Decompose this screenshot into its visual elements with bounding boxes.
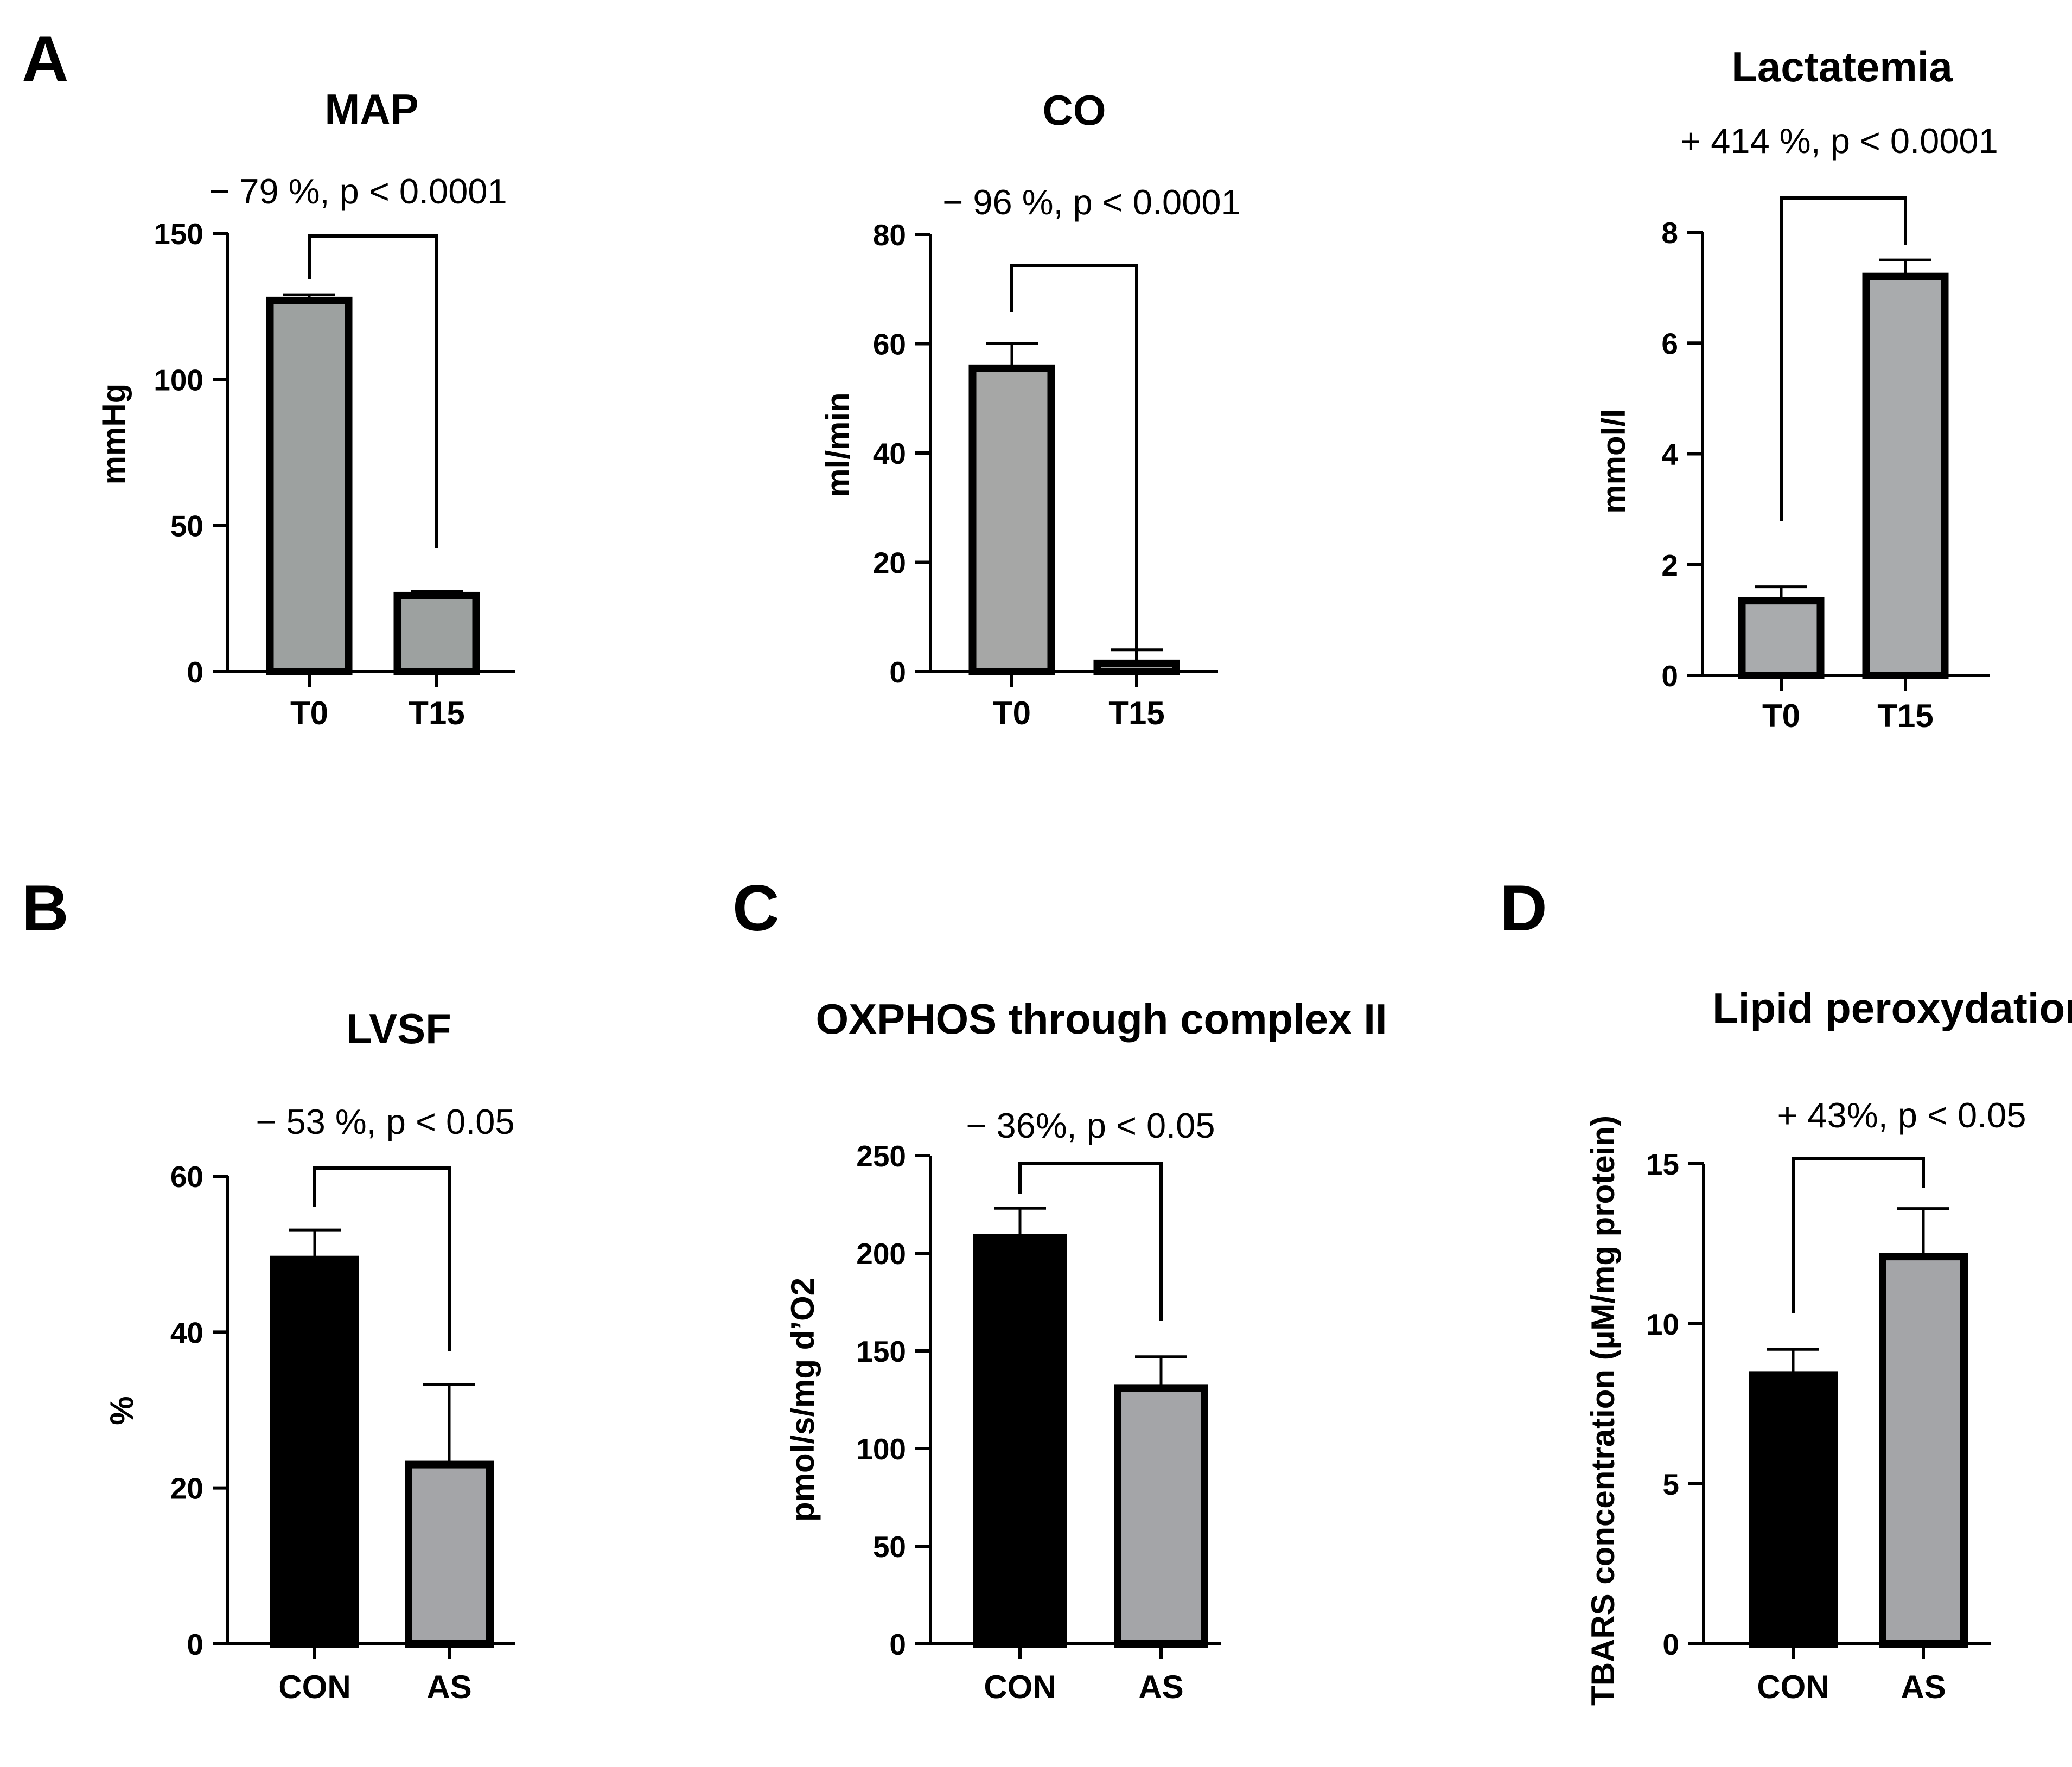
chart-2-category-label-0: T0 [993,695,1031,731]
chart-6-bar-con [1749,1371,1838,1648]
chart-1-bar-t15 [393,591,480,675]
panel-letter-a: A [22,23,69,95]
chart-1-ytick-label-1: 50 [170,509,203,543]
chart-1-annotation: − 79 %, p < 0.0001 [209,171,507,211]
chart-5-annotation: − 36%, p < 0.05 [966,1106,1215,1145]
chart-3-bar-t15 [1862,272,1949,679]
chart-3-category-label-0: T0 [1762,698,1800,734]
chart-4-ytick-label-1: 20 [170,1472,203,1506]
chart-6-ytick-label-1: 5 [1662,1468,1679,1501]
chart-2-significance-bracket [1010,264,1138,662]
chart-6-annotation: + 43%, p < 0.05 [1777,1095,2026,1135]
chart-1-category-label-1: T15 [409,695,464,731]
chart-5-ytick-label-3: 150 [856,1335,906,1368]
chart-4-ytick-label-2: 40 [170,1316,203,1349]
chart-1-ylabel: mmHg [95,384,132,485]
chart-4-annotation: − 53 %, p < 0.05 [256,1102,514,1141]
chart-6-ytick-label-3: 15 [1646,1147,1679,1181]
chart-5-ytick-label-1: 50 [873,1530,906,1564]
chart-2-category-label-1: T15 [1108,695,1164,731]
chart-3-ytick-label-3: 6 [1661,327,1678,360]
chart-6-category-label-0: CON [1757,1669,1829,1705]
chart-2-ytick-label-0: 0 [889,655,906,689]
chart-4-ylabel: % [104,1396,140,1425]
chart-3-ytick-label-0: 0 [1661,659,1678,693]
chart-3-bar-t0 [1738,597,1825,679]
chart-1-significance-bracket [308,234,438,548]
panel-letter-d: D [1500,872,1547,945]
chart-2-bar-t15 [1093,659,1180,675]
chart-4-ytick-label-3: 60 [170,1160,203,1194]
chart-6-ytick-label-2: 10 [1646,1307,1679,1341]
panel-letter-c: C [732,872,780,945]
chart-4-category-label-0: CON [278,1669,350,1705]
chart-5-ytick-label-5: 250 [856,1139,906,1173]
chart-5-ytick-label-4: 200 [856,1237,906,1271]
chart-1-title: MAP [324,85,418,133]
chart-4-bar-con [270,1255,359,1648]
chart-6-category-label-1: AS [1901,1669,1946,1705]
chart-4-title: LVSF [346,1005,451,1052]
panel-letter-b: B [22,872,69,945]
chart-6-ytick-label-0: 0 [1662,1628,1679,1661]
chart-5-ytick-label-2: 100 [856,1432,906,1466]
chart-6-title: Lipid peroxydation [1712,984,2072,1032]
chart-4-ytick-label-0: 0 [187,1628,203,1661]
chart-3-annotation: + 414 %, p < 0.0001 [1680,121,1998,161]
chart-5-significance-bracket [1018,1162,1163,1321]
chart-4-bar-as [405,1460,494,1648]
chart-6-significance-bracket [1792,1157,1925,1313]
chart-2-ylabel: ml/min [820,392,856,497]
chart-2-annotation: − 96 %, p < 0.0001 [942,182,1240,222]
chart-1-ytick-label-3: 150 [154,217,203,251]
chart-1-bar-t0 [266,296,353,675]
chart-5-ytick-label-0: 0 [889,1628,906,1661]
chart-6-bar-as [1879,1253,1968,1648]
chart-5-bar-con [973,1234,1067,1648]
chart-2-ytick-label-2: 40 [873,437,906,470]
chart-2-ytick-label-4: 80 [873,218,906,252]
chart-5-bar-as [1114,1384,1208,1648]
chart-3-title: Lactatemia [1731,43,1953,91]
chart-2-title: CO [1043,86,1106,134]
chart-2-ytick-label-1: 20 [873,546,906,580]
chart-2-ytick-label-3: 60 [873,328,906,361]
chart-3-significance-bracket [1780,196,1907,521]
chart-5-ylabel: pmol/s/mg d’O2 [785,1278,821,1522]
chart-5-category-label-1: AS [1138,1669,1183,1705]
chart-1-ytick-label-2: 100 [154,363,203,397]
chart-6-ylabel: TBARS concentration (µM/mg protein) [1585,1115,1621,1706]
chart-5-category-label-0: CON [984,1669,1056,1705]
chart-3-ylabel: mmol/l [1596,409,1632,513]
chart-3-ytick-label-4: 8 [1661,216,1678,250]
chart-4-significance-bracket [313,1166,451,1351]
chart-5-title: OXPHOS through complex II [815,995,1387,1043]
chart-4-category-label-1: AS [426,1669,471,1705]
chart-1-ytick-label-0: 0 [187,655,203,689]
chart-3-ytick-label-1: 2 [1661,548,1678,582]
chart-3-category-label-1: T15 [1877,698,1933,734]
chart-2-bar-t0 [968,364,1055,675]
chart-3-ytick-label-2: 4 [1661,438,1678,471]
chart-1-category-label-0: T0 [290,695,328,731]
